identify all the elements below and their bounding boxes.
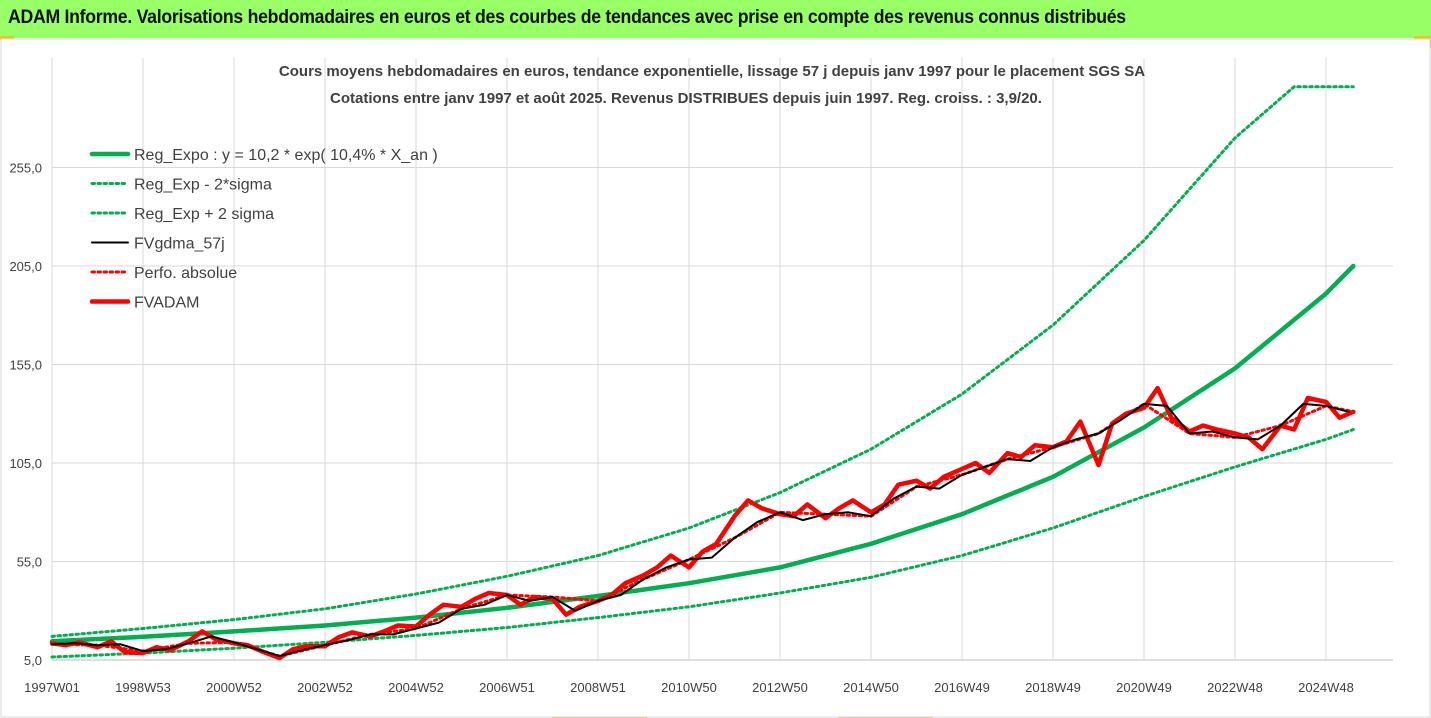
x-tick-label: 1997W01 xyxy=(24,680,80,695)
x-tick-label: 2006W51 xyxy=(479,680,535,695)
x-tick-label: 2024W48 xyxy=(1298,680,1354,695)
series-line-3 xyxy=(51,402,1350,658)
x-tick-label: 2018W49 xyxy=(1025,680,1081,695)
y-tick-label: 155,0 xyxy=(9,358,42,373)
series-line-2 xyxy=(50,85,1355,638)
y-tick-label: 205,0 xyxy=(9,259,42,274)
header-bar: ADAM Informe. Valorisations hebdomadaire… xyxy=(0,0,1431,38)
chart-title: Cours moyens hebdomadaires en euros, ten… xyxy=(279,63,1145,80)
x-tick-label: 2014W50 xyxy=(843,680,899,695)
series-line-1 xyxy=(50,428,1355,659)
x-tick-label: 2016W49 xyxy=(934,680,990,695)
legend-label: FVgdma_57j xyxy=(134,236,225,253)
series-layer xyxy=(49,85,1356,661)
legend-label: Reg_Expo : y = 10,2 * exp( 10,4% * X_an … xyxy=(134,147,438,164)
corner-mark-right xyxy=(1414,36,1431,40)
x-tick-label: 2000W52 xyxy=(206,680,262,695)
x-tick-label: 2010W50 xyxy=(661,680,717,695)
x-tick-label: 2012W50 xyxy=(752,680,808,695)
chart: Cours moyens hebdomadaires en euros, ten… xyxy=(0,38,1431,718)
y-tick-label: 5,0 xyxy=(24,653,42,668)
legend-label: FVADAM xyxy=(134,295,199,312)
y-tick-label: 105,0 xyxy=(9,456,42,471)
grid-layer xyxy=(51,58,1393,661)
x-tick-label: 2022W48 xyxy=(1207,680,1263,695)
chart-frame xyxy=(0,38,1431,718)
y-tick-label: 255,0 xyxy=(9,161,42,176)
y-tick-label: 55,0 xyxy=(17,555,42,570)
x-tick-label: 2002W52 xyxy=(297,680,353,695)
legend-label: Reg_Exp + 2 sigma xyxy=(134,206,274,223)
series-line-0 xyxy=(49,263,1356,644)
legend-label: Reg_Exp - 2*sigma xyxy=(134,177,272,194)
legend-label: Perfo. absolue xyxy=(134,265,237,282)
x-tick-label: 2008W51 xyxy=(570,680,626,695)
chart-subtitle: Cotations entre janv 1997 et août 2025. … xyxy=(330,90,1042,107)
x-tick-label: 2020W49 xyxy=(1116,680,1172,695)
corner-mark-left xyxy=(0,36,14,40)
x-tick-label: 2004W52 xyxy=(388,680,444,695)
y-axis: 5,0 55,0 105,0 155,0 205,0 255,0 xyxy=(9,161,42,669)
x-tick-label: 1998W53 xyxy=(115,680,171,695)
legend: Reg_Expo : y = 10,2 * exp( 10,4% * X_an … xyxy=(89,147,438,312)
header-title: ADAM Informe. Valorisations hebdomadaire… xyxy=(8,7,1126,28)
x-axis: 1997W01 1998W53 2000W52 2002W52 2004W52 2006W… xyxy=(24,680,1354,695)
